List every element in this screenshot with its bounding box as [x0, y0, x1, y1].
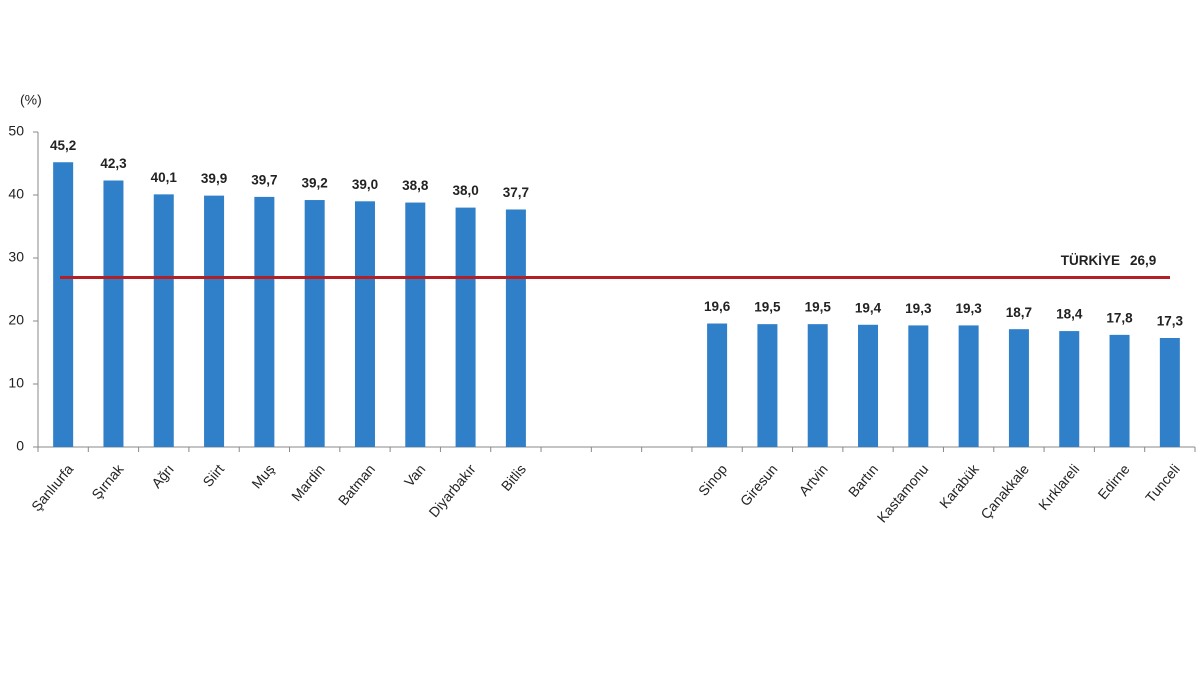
value-label: 19,3 [905, 301, 932, 316]
x-tick-label: Van [401, 461, 429, 490]
x-tick-label: Çanakkale [977, 461, 1032, 522]
bar [505, 209, 526, 447]
x-tick-label: Ağrı [148, 461, 177, 491]
x-tick-label: Siirt [199, 461, 227, 490]
value-label: 39,7 [251, 172, 277, 187]
x-tick-label: Edirne [1094, 461, 1132, 502]
value-label: 45,2 [50, 138, 76, 153]
value-label: 40,1 [151, 170, 178, 185]
x-tick-label: Bitlis [498, 461, 529, 494]
x-tick-label: Şanlıurfa [28, 461, 76, 514]
value-label: 19,5 [754, 300, 781, 315]
bar [53, 162, 74, 448]
bar [153, 194, 174, 447]
bar [1159, 338, 1180, 447]
reference-label: TÜRKİYE [1061, 253, 1120, 268]
value-label: 18,7 [1006, 305, 1032, 320]
bar [405, 202, 426, 447]
value-label: 39,0 [352, 177, 378, 192]
value-label: 17,8 [1106, 310, 1133, 325]
x-tick-label: Giresun [737, 461, 781, 509]
value-label: 39,2 [302, 176, 328, 191]
x-tick-label: Artvin [796, 461, 831, 499]
value-label: 38,0 [452, 183, 478, 198]
x-tick-label: Tunceli [1142, 461, 1183, 505]
x-tick-label: Şırnak [88, 460, 127, 502]
bar [254, 196, 275, 447]
value-label: 19,6 [704, 299, 731, 314]
y-tick-label: 40 [8, 186, 24, 202]
value-label: 18,4 [1056, 307, 1083, 322]
bar [908, 325, 929, 447]
bar [1059, 331, 1080, 447]
value-label: 19,5 [805, 300, 832, 315]
x-tick-label: Bartın [845, 461, 881, 500]
y-tick-label: 50 [8, 123, 24, 139]
bar [707, 323, 728, 447]
x-tick-label: Kırklareli [1035, 461, 1082, 513]
x-tick-label: Kastamonu [874, 461, 932, 526]
bar [858, 324, 879, 447]
reference-value-label: 26,9 [1130, 253, 1156, 268]
y-tick-label: 20 [8, 312, 24, 328]
y-unit-label: (%) [20, 92, 42, 108]
value-label: 42,3 [100, 156, 127, 171]
value-label: 37,7 [503, 185, 529, 200]
x-tick-label: Batman [335, 461, 378, 508]
bar [1008, 329, 1029, 447]
bar [103, 180, 124, 447]
bar [304, 200, 325, 447]
x-tick-label: Diyarbakır [425, 461, 478, 520]
bar [757, 324, 778, 447]
y-tick-label: 10 [8, 375, 24, 391]
bar [455, 207, 476, 447]
value-label: 19,3 [955, 301, 982, 316]
x-tick-label: Karabük [936, 460, 982, 511]
y-tick-label: 0 [16, 438, 24, 454]
y-tick-label: 30 [8, 249, 24, 265]
value-label: 19,4 [855, 300, 882, 315]
x-tick-label: Sinop [695, 461, 730, 499]
value-label: 39,9 [201, 171, 227, 186]
value-label: 17,3 [1157, 314, 1184, 329]
x-tick-label: Muş [248, 461, 277, 492]
bar [958, 325, 979, 447]
x-tick-label: Mardin [288, 461, 328, 504]
bar [1109, 334, 1130, 447]
bar [204, 195, 225, 447]
value-label: 38,8 [402, 178, 429, 193]
bar [807, 324, 828, 447]
bar [354, 201, 375, 447]
